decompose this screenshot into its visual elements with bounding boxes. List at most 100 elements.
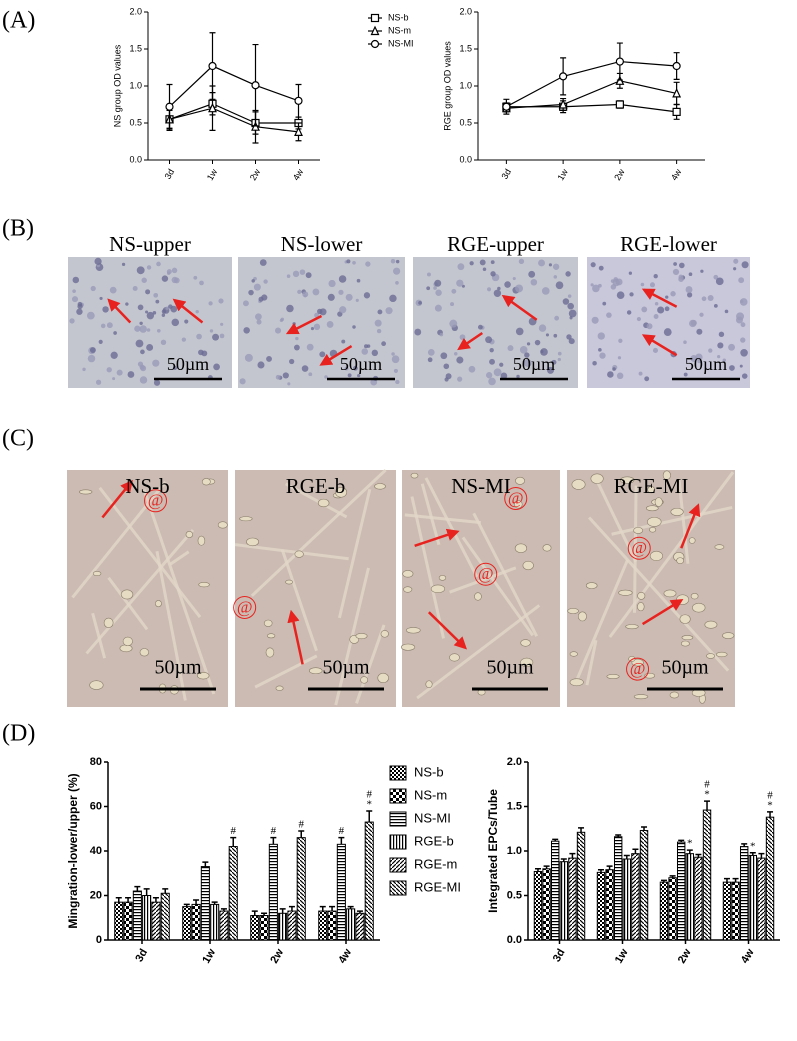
cell — [591, 316, 599, 324]
cell — [287, 382, 291, 386]
x-tick-label: 1w — [205, 167, 220, 182]
cell — [168, 304, 173, 309]
tube — [155, 550, 187, 701]
error-bar — [704, 800, 711, 811]
cell — [633, 694, 649, 700]
arrow — [287, 609, 304, 665]
cell — [740, 337, 746, 343]
cell — [504, 281, 511, 288]
cell — [439, 332, 444, 337]
cell — [738, 277, 745, 284]
cell — [657, 306, 665, 314]
cell — [309, 667, 323, 675]
cell — [718, 331, 725, 338]
cell — [294, 550, 304, 558]
cell — [552, 263, 560, 270]
cell — [292, 322, 296, 326]
cell — [566, 334, 572, 340]
cell — [569, 316, 573, 320]
panel-label: (B) — [2, 216, 34, 242]
x-tick-label: 1w — [555, 167, 570, 182]
cell — [706, 653, 716, 659]
cell — [541, 287, 550, 295]
bar — [151, 901, 161, 941]
cell — [146, 265, 152, 270]
y-tick-label: 80 — [90, 756, 102, 768]
cell — [338, 289, 344, 295]
cell — [244, 353, 253, 362]
cell — [557, 351, 562, 356]
scale-label: 50µm — [513, 354, 555, 374]
cell — [620, 476, 635, 484]
cell — [616, 291, 625, 300]
cell — [554, 315, 560, 321]
cell — [72, 276, 80, 284]
bar — [287, 910, 297, 941]
cell — [360, 676, 369, 684]
cell — [739, 364, 743, 368]
error-bar — [134, 885, 141, 892]
marker — [251, 81, 260, 90]
marker-ring — [627, 536, 651, 560]
marker-label: @ — [631, 538, 647, 557]
x-tick-label: 3d — [551, 947, 568, 964]
error-bar — [251, 910, 258, 916]
bar — [182, 906, 192, 941]
error-bar — [560, 858, 567, 862]
cell — [345, 293, 353, 301]
y-tick-label: 1.5 — [507, 800, 522, 812]
tube — [107, 576, 149, 631]
cell — [72, 289, 76, 293]
error-bar — [767, 811, 774, 818]
tube — [420, 483, 441, 546]
cell — [371, 349, 379, 357]
bar — [596, 871, 606, 941]
y-tick-label: 1.0 — [459, 80, 472, 90]
cell — [522, 560, 534, 571]
y-tick-label: 0 — [96, 934, 102, 946]
error-bar — [162, 888, 169, 894]
cell — [259, 259, 267, 266]
significance-mark: # — [230, 825, 236, 837]
series-line — [169, 65, 299, 108]
cell — [366, 344, 371, 348]
cell — [515, 476, 525, 485]
cell — [638, 371, 643, 376]
bar — [296, 837, 306, 941]
error-bar — [230, 836, 237, 847]
significance-mark: # — [366, 788, 372, 800]
legend-label: NS-MI — [414, 810, 451, 825]
cell — [649, 527, 657, 533]
cell — [198, 582, 210, 588]
legend-swatch — [389, 811, 407, 827]
cell — [468, 365, 476, 373]
cell — [637, 602, 645, 612]
tube — [632, 485, 638, 613]
cell — [520, 639, 531, 647]
cell — [140, 349, 145, 355]
arrow — [427, 611, 467, 650]
cell — [156, 328, 161, 333]
y-tick-label: 0.5 — [459, 117, 472, 127]
cell — [598, 348, 602, 352]
tube — [594, 476, 638, 563]
cell — [239, 378, 246, 385]
cell — [489, 348, 494, 353]
cell — [569, 678, 584, 687]
cell — [184, 319, 189, 324]
tube — [472, 512, 539, 637]
cell — [92, 571, 102, 577]
error-bar — [202, 861, 209, 867]
cell — [493, 368, 502, 377]
scale-label: 50µm — [154, 657, 202, 679]
image-title: RGE-MI — [614, 474, 689, 498]
cell — [352, 325, 356, 329]
cell — [99, 296, 103, 300]
error-bar — [678, 839, 685, 843]
cell — [717, 342, 724, 349]
cell — [266, 355, 272, 362]
cell — [165, 306, 169, 310]
cell — [76, 308, 83, 315]
bar — [318, 910, 328, 941]
cell — [374, 319, 382, 327]
